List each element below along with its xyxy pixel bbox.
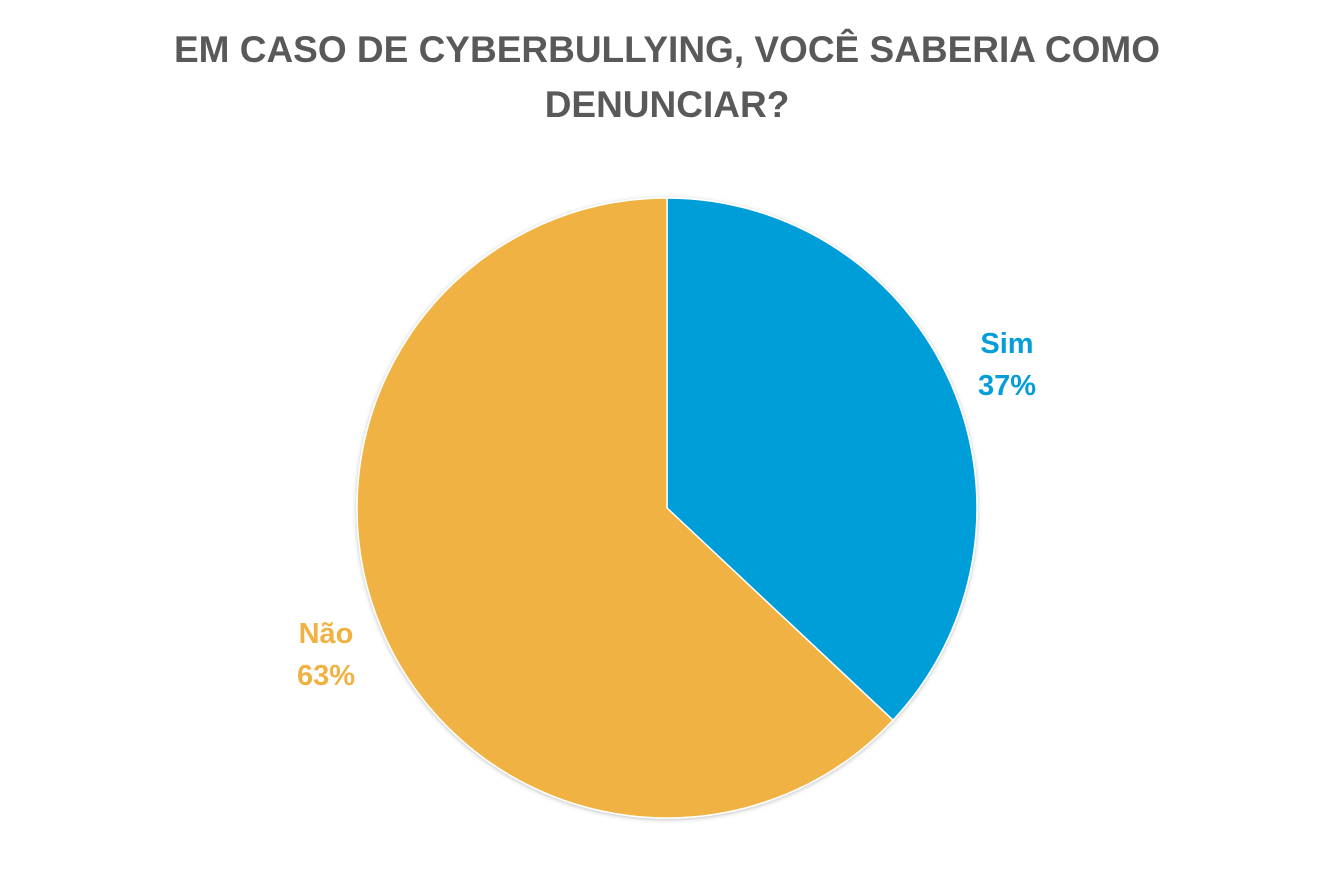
chart-title: EM CASO DE CYBERBULLYING, VOCÊ SABERIA C…: [0, 22, 1334, 132]
chart-title-line-1: EM CASO DE CYBERBULLYING, VOCÊ SABERIA C…: [173, 29, 1161, 70]
pie-slice-sim: [666, 197, 978, 722]
pie-slices: [356, 197, 978, 819]
slice-label-name: Não: [299, 618, 354, 650]
pie-slice-nao: [356, 197, 895, 819]
slice-label-name: Sim: [980, 328, 1033, 360]
slice-label-value: 37%: [978, 370, 1036, 402]
pie-labels: Sim 37% Não 63%: [297, 328, 1036, 692]
chart-title-line-2: DENUNCIAR?: [544, 84, 790, 125]
slice-label-value: 63%: [297, 660, 355, 692]
